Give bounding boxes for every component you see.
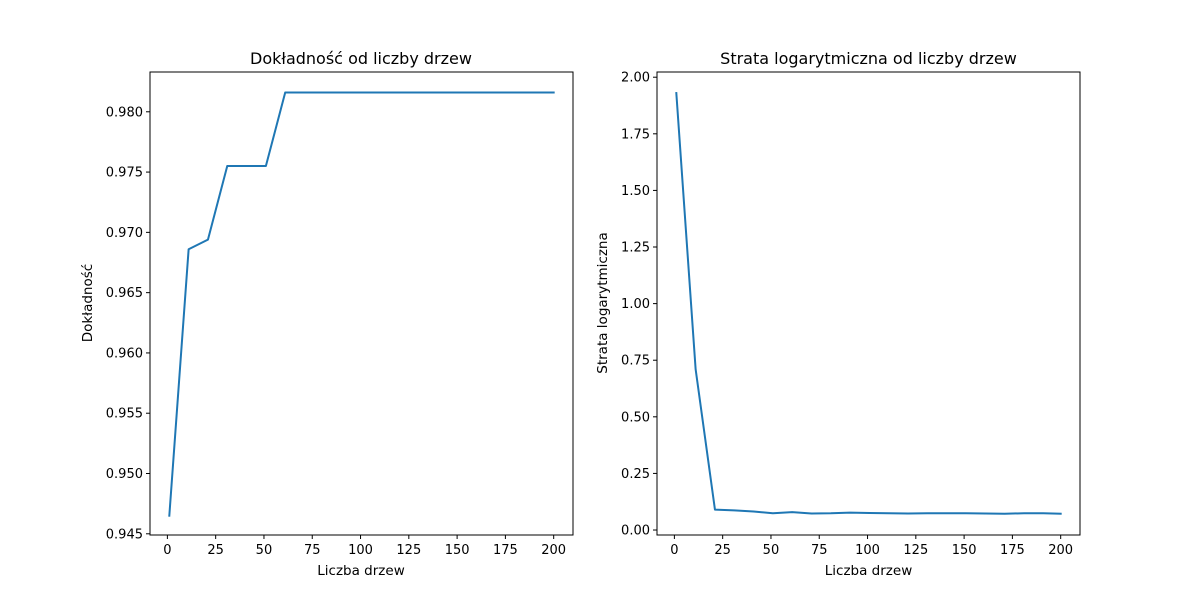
accuracy-chart-ylabel: Dokładność bbox=[80, 264, 96, 342]
log-loss-x-tick-label: 200 bbox=[1048, 543, 1073, 558]
accuracy-chart-ticks: 0 25 50 75 100 125 150 175 200 0.945 0.950 0.955 0.9… bbox=[106, 105, 566, 558]
accuracy-chart-xlabel: Liczba drzew bbox=[317, 563, 404, 579]
log-loss-x-tick-label: 0 bbox=[670, 543, 678, 558]
log-loss-x-tick-label: 75 bbox=[811, 543, 828, 558]
log-loss-x-tick-label: 25 bbox=[714, 543, 731, 558]
log-loss-y-tick-label: 0.50 bbox=[621, 410, 650, 425]
log-loss-y-tick-label: 0.25 bbox=[621, 467, 650, 482]
accuracy-x-tick-label: 75 bbox=[304, 543, 321, 558]
log-loss-y-tick-label: 1.00 bbox=[621, 297, 650, 312]
log-loss-y-tick-label: 1.75 bbox=[621, 127, 650, 142]
log-loss-x-tick-label: 100 bbox=[855, 543, 880, 558]
log-loss-x-tick-label: 175 bbox=[1000, 543, 1025, 558]
accuracy-y-tick-label: 0.955 bbox=[106, 407, 143, 422]
log-loss-y-tick-label: 2.00 bbox=[621, 71, 650, 86]
accuracy-x-tick-label: 175 bbox=[493, 543, 518, 558]
accuracy-y-tick-label: 0.970 bbox=[106, 226, 143, 241]
accuracy-y-tick-label: 0.975 bbox=[106, 166, 143, 181]
log-loss-chart-title: Strata logarytmiczna od liczby drzew bbox=[720, 49, 1017, 68]
accuracy-series-line bbox=[168, 91, 555, 517]
log-loss-y-tick-label: 1.50 bbox=[621, 184, 650, 199]
accuracy-x-tick-label: 150 bbox=[445, 543, 470, 558]
accuracy-x-tick-label: 25 bbox=[207, 543, 224, 558]
log-loss-chart-ylabel: Strata logarytmiczna bbox=[595, 232, 611, 373]
accuracy-chart: Dokładność od liczby drzew Liczba drzew … bbox=[80, 49, 574, 579]
log-loss-y-tick-label: 0.00 bbox=[621, 524, 650, 539]
log-loss-x-tick-label: 50 bbox=[763, 543, 780, 558]
accuracy-y-tick-label: 0.980 bbox=[106, 105, 143, 120]
accuracy-x-tick-label: 50 bbox=[256, 543, 273, 558]
accuracy-y-tick-label: 0.945 bbox=[106, 527, 143, 542]
log-loss-chart-xlabel: Liczba drzew bbox=[825, 563, 912, 579]
log-loss-chart-axes-frame bbox=[656, 71, 1081, 536]
log-loss-y-tick-label: 1.25 bbox=[621, 241, 650, 256]
log-loss-series-line bbox=[675, 91, 1062, 515]
accuracy-x-tick-label: 200 bbox=[541, 543, 566, 558]
accuracy-x-tick-label: 125 bbox=[396, 543, 421, 558]
accuracy-chart-axes-frame bbox=[149, 71, 574, 536]
accuracy-y-tick-label: 0.950 bbox=[106, 467, 143, 482]
accuracy-chart-title: Dokładność od liczby drzew bbox=[250, 49, 472, 68]
accuracy-y-tick-label: 0.965 bbox=[106, 286, 143, 301]
log-loss-y-tick-label: 0.75 bbox=[621, 354, 650, 369]
log-loss-chart: Strata logarytmiczna od liczby drzew Lic… bbox=[595, 49, 1081, 579]
accuracy-x-tick-label: 0 bbox=[163, 543, 171, 558]
accuracy-y-tick-label: 0.960 bbox=[106, 346, 143, 361]
log-loss-x-tick-label: 150 bbox=[952, 543, 977, 558]
log-loss-x-tick-label: 125 bbox=[903, 543, 928, 558]
log-loss-chart-ticks: 0 25 50 75 100 125 150 175 200 0.00 0.25 0.50 0.75 1.… bbox=[621, 71, 1073, 558]
accuracy-x-tick-label: 100 bbox=[348, 543, 373, 558]
